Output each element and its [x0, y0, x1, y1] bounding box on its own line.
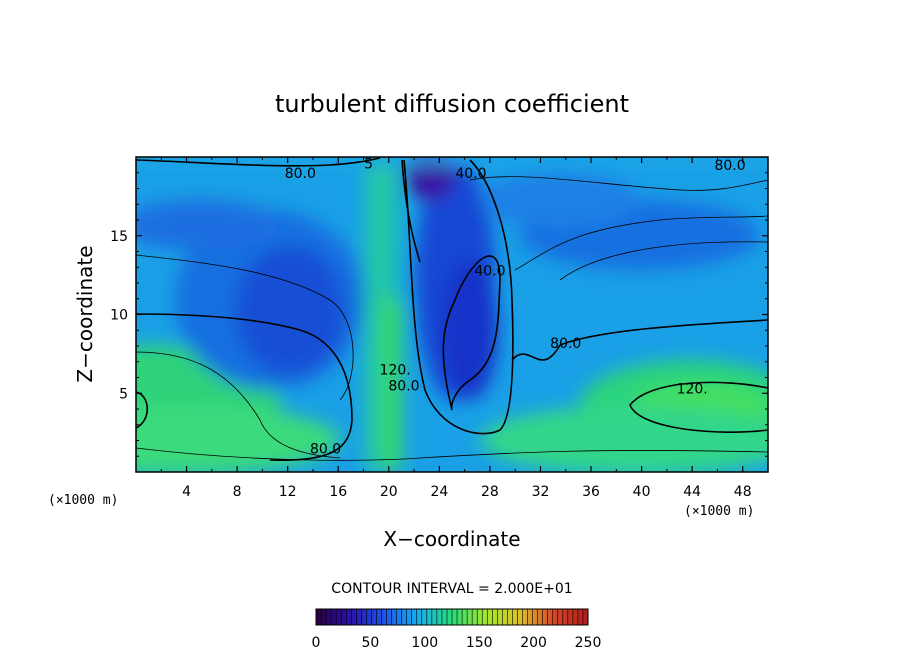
x-axis: 4 8 12 16 20 24 28 32 36 40 44 48 — [160, 157, 752, 500]
x-unit-left: (×1000 m) — [48, 493, 118, 508]
heatmap-field — [136, 157, 768, 472]
x-tick-label: 40 — [633, 484, 651, 500]
x-axis-label: X−coordinate — [383, 527, 520, 551]
contour-label: 120. — [380, 363, 411, 379]
x-tick-label: 24 — [430, 484, 448, 500]
contour-thin-1 — [136, 254, 354, 401]
contour-40-core — [442, 255, 501, 411]
y-axis-label: Z−coordinate — [73, 245, 97, 382]
contour-120-right — [629, 381, 768, 433]
colorbar-tick-label: 50 — [361, 635, 379, 651]
contour-label: 40.0 — [474, 263, 505, 279]
x-tick-label: 44 — [683, 484, 701, 500]
colorbar-tick-label: 200 — [520, 635, 547, 651]
contour-label: 80.0 — [714, 158, 745, 174]
colorbar-tick-label: 0 — [312, 635, 321, 651]
x-tick-label: 32 — [532, 484, 550, 500]
y-axis: 5 10 15 — [110, 172, 768, 457]
y-tick-label: 5 — [119, 386, 128, 402]
colorbar-tick-label: 150 — [466, 635, 493, 651]
x-tick-label: 16 — [329, 484, 347, 500]
y-tick-label: 15 — [110, 229, 128, 245]
contour-80-top — [136, 157, 381, 167]
contour-label: 80.0 — [285, 166, 316, 182]
contour-interval: CONTOUR INTERVAL = 2.000E+01 — [331, 581, 572, 597]
chart-title: turbulent diffusion coefficient — [275, 90, 629, 118]
contour-label: 5 — [364, 156, 373, 172]
contour-thin-3 — [559, 241, 768, 281]
x-tick-label: 36 — [582, 484, 600, 500]
contour-label: 120. — [677, 382, 708, 398]
x-tick-label: 28 — [481, 484, 499, 500]
contour-80-right — [511, 319, 768, 361]
contour-80-center — [403, 159, 514, 435]
contour-thin-2 — [136, 351, 341, 459]
x-tick-label: 20 — [380, 484, 398, 500]
x-tick-label: 12 — [279, 484, 297, 500]
colorbar-frame — [315, 608, 589, 626]
x-unit-right: (×1000 m) — [684, 504, 754, 519]
colorbar: 0 50 100 150 200 250 — [312, 608, 602, 651]
contour-80-left — [136, 313, 353, 461]
contour-label: 80.0 — [310, 441, 341, 457]
x-tick-label: 8 — [233, 484, 242, 500]
contour-label: 80.0 — [550, 336, 581, 352]
x-tick-label: 4 — [182, 484, 191, 500]
contour-label: 80.0 — [388, 378, 419, 394]
contour-label: 40.0 — [455, 166, 486, 182]
x-tick-label: 48 — [734, 484, 752, 500]
contour-thin-5 — [514, 215, 768, 271]
colorbar-tick-label: 250 — [575, 635, 602, 651]
colorbar-tick-label: 100 — [411, 635, 438, 651]
contour-thin-4 — [469, 176, 768, 191]
y-tick-label: 10 — [110, 308, 128, 324]
contour-lines — [136, 157, 768, 461]
contour-thin-6 — [136, 447, 768, 461]
